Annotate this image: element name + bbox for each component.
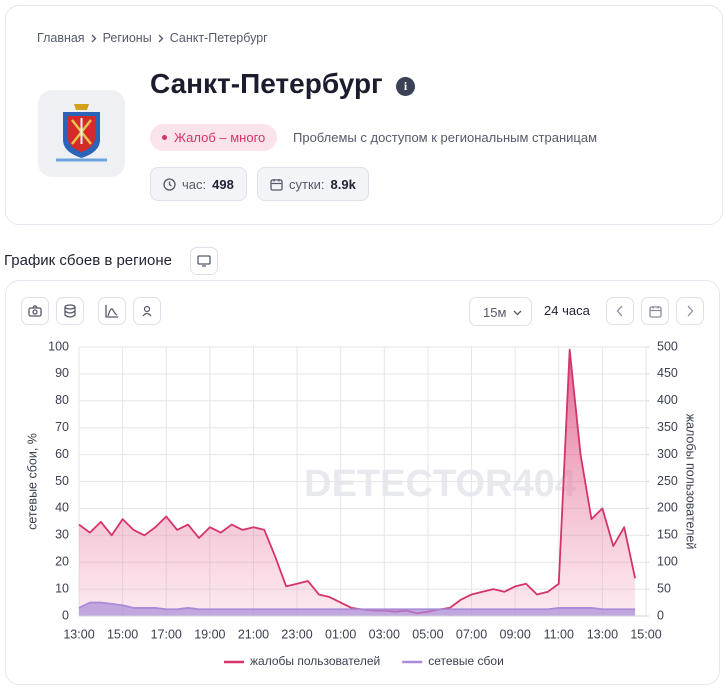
region-title: Санкт-Петербург [150,68,383,99]
y-tick-label: 30 [55,528,69,542]
interval-value: 15м [483,305,507,320]
x-tick-label: 09:00 [500,627,531,641]
section-title: График сбоев в регионе [4,252,172,269]
fullscreen-button[interactable] [190,247,218,275]
y-tick-label: 50 [55,474,69,488]
right-arrow [687,305,694,317]
emblem-icon [56,104,107,162]
y-axis-title: сетевые сбои, % [25,433,39,530]
camera-icon [28,305,42,317]
calendar-icon [648,305,662,318]
calendar-button[interactable] [641,297,669,325]
y2-tick-label: 0 [657,608,664,622]
range-label[interactable]: 24 часа [544,303,590,318]
calendar-icon [270,178,283,191]
status-badge: Жалоб – много [150,124,278,151]
left-arrow [616,305,623,317]
y2-tick-label: 50 [657,581,671,595]
prev-button[interactable] [606,297,634,325]
x-tick-label: 17:00 [151,627,182,641]
chart-mode-button[interactable] [98,297,126,325]
stat-label: час: [182,176,207,192]
y2-tick-label: 500 [657,339,678,353]
y-tick-label: 20 [55,554,69,568]
chevron [91,34,96,42]
stat-value: 498 [212,176,234,192]
screenshot-button[interactable] [21,297,49,325]
next-button[interactable] [676,297,704,325]
database-icon [64,304,76,318]
stat-label: сутки: [289,176,325,192]
y2-tick-label: 400 [657,393,678,407]
info-icon[interactable]: i [396,77,415,96]
legend-label: жалобы пользователей [250,654,380,668]
y-tick-label: 0 [62,608,69,622]
x-tick-label: 07:00 [456,627,487,641]
clock-icon [163,177,176,191]
y-tick-label: 80 [55,393,69,407]
x-tick-label: 21:00 [238,627,269,641]
y-tick-label: 90 [55,366,69,380]
region-emblem [38,90,125,177]
x-tick-label: 01:00 [325,627,356,641]
chart-icon [105,305,118,318]
breadcrumb-link[interactable]: Регионы [102,31,152,45]
legend-label: сетевые сбои [428,654,504,668]
y2-tick-label: 300 [657,447,678,461]
y2-tick-label: 150 [657,528,678,542]
stat-hour: час: 498 [150,167,247,201]
x-tick-label: 13:00 [63,627,94,641]
y2-tick-label: 100 [657,554,678,568]
y2-tick-label: 250 [657,474,678,488]
watermark: DETECTOR404 [304,463,576,505]
stat-value: 8.9k [330,176,356,192]
series-line [78,601,636,611]
x-tick-label: 11:00 [544,627,574,641]
x-tick-label: 19:00 [194,627,225,641]
status-description: Проблемы с доступом к региональным стран… [293,130,598,145]
interval-select[interactable]: 15м [469,297,532,326]
monitor-icon [197,255,211,267]
breadcrumb: Главная Регионы Санкт-Петербург [37,31,268,45]
y2-axis-title: жалобы пользователей [684,414,698,550]
y-tick-label: 10 [55,581,69,595]
stat-day: сутки: 8.9k [257,167,369,201]
dropdown-arrow [513,310,522,316]
y2-tick-label: 200 [657,501,678,515]
data-button[interactable] [56,297,84,325]
chevron [158,34,164,42]
x-tick-label: 23:00 [281,627,312,641]
series-area [79,349,636,616]
x-tick-label: 15:00 [630,627,661,641]
user-icon [142,305,152,317]
y2-tick-label: 350 [657,420,678,434]
breadcrumb-link[interactable]: Главная [37,31,85,45]
x-tick-label: 03:00 [369,627,400,641]
y-tick-label: 40 [55,501,69,515]
y-tick-label: 60 [55,447,69,461]
x-tick-label: 13:00 [587,627,618,641]
y2-tick-label: 450 [657,366,678,380]
user-button[interactable] [133,297,161,325]
x-tick-label: 15:00 [107,627,138,641]
y-tick-label: 70 [55,420,69,434]
breadcrumb-current: Санкт-Петербург [169,31,268,45]
y-tick-label: 100 [48,339,69,353]
x-tick-label: 05:00 [412,627,443,641]
